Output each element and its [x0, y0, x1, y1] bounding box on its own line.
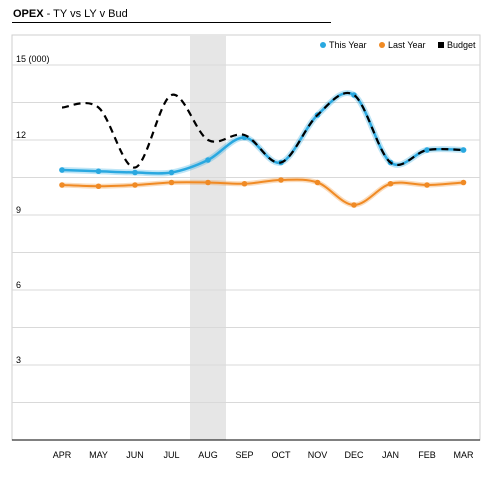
x-tick-label: MAY	[89, 450, 108, 460]
series-last-year-point-dec	[351, 202, 357, 208]
series-last-year-point-jan	[387, 180, 394, 187]
legend-label-budget: Budget	[447, 40, 476, 50]
series-last-year-point-oct	[278, 177, 284, 183]
series-last-year-line	[61, 178, 464, 207]
y-tick-label: 12	[16, 130, 26, 140]
series-this-year-point-jul	[168, 169, 175, 176]
legend-marker-this-year	[320, 42, 326, 48]
highlight-band-aug	[190, 35, 226, 440]
y-tick-label: 9	[16, 205, 21, 215]
series-budget-line	[61, 92, 464, 169]
plot-frame	[11, 34, 481, 441]
series-this-year-point-aug	[205, 157, 211, 163]
legend-label-last-year: Last Year	[388, 40, 426, 50]
legend-label-this-year: This Year	[329, 40, 367, 50]
series-last-year-point-jun	[132, 182, 138, 188]
chart-subtitle: - TY vs LY v Bud	[43, 8, 128, 20]
series-this-year-point-may	[95, 168, 102, 175]
series-this-year-point-mar	[460, 147, 467, 153]
series-last-year-point-mar	[460, 179, 467, 186]
chart-title: OPEX - TY vs LY v Bud	[13, 8, 128, 20]
series-last-year-point-feb	[424, 182, 430, 188]
x-tick-label: MAR	[454, 450, 475, 460]
series-last-year-point-apr	[59, 182, 65, 188]
x-tick-label: JUL	[163, 450, 179, 460]
series-last-year-point-may	[95, 183, 102, 190]
series-this-year-point-feb	[424, 147, 430, 153]
series-last-year-point-nov	[314, 179, 321, 186]
x-tick-label: AUG	[198, 450, 218, 460]
legend-marker-last-year	[379, 42, 385, 48]
x-tick-label: APR	[53, 450, 72, 460]
y-tick-label: 6	[16, 280, 21, 290]
series-last-year-point-aug	[205, 179, 211, 186]
x-tick-label: SEP	[235, 450, 253, 460]
y-tick-label: 3	[16, 355, 21, 365]
series-last-year-point-sep	[241, 180, 248, 187]
x-tick-label: JAN	[382, 450, 399, 460]
x-tick-label: DEC	[344, 450, 364, 460]
x-tick-label: OCT	[272, 450, 292, 460]
y-axis-label: 15 (000)	[16, 54, 50, 64]
x-tick-label: NOV	[308, 450, 328, 460]
series-last-year-point-jul	[168, 179, 175, 186]
series-this-year-glow	[59, 90, 467, 177]
x-tick-label: FEB	[418, 450, 436, 460]
x-tick-label: JUN	[126, 450, 144, 460]
title-underline	[12, 22, 331, 23]
chart-title-main: OPEX	[13, 8, 44, 20]
legend-marker-budget	[438, 42, 444, 48]
series-this-year-point-apr	[59, 167, 65, 173]
series-this-year-point-jun	[132, 169, 138, 176]
